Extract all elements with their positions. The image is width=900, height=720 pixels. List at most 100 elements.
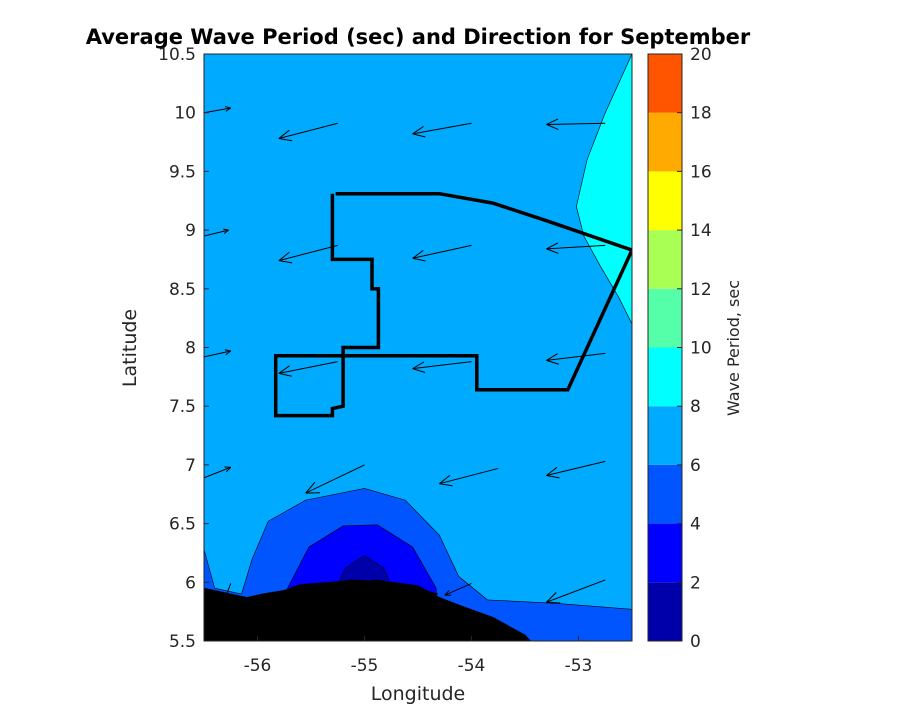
y-tick-label: 9.5 [169, 162, 196, 182]
y-axis-label: Latitude [119, 309, 141, 387]
arrow-shaft [546, 579, 606, 603]
y-tick-label: 9 [185, 221, 196, 241]
plot-area [204, 54, 632, 641]
arrow-head-1 [546, 242, 559, 250]
colorbar-tick-label: 0 [690, 632, 701, 652]
direction-arrow-18 [444, 583, 472, 596]
chart-title: Average Wave Period (sec) and Direction … [86, 25, 751, 49]
direction-arrow-7 [546, 242, 606, 254]
x-axis-label: Longitude [371, 683, 466, 705]
study-area-boundary [273, 191, 632, 418]
y-tick-label: 8.5 [169, 280, 196, 300]
colorbar-tick-label: 6 [690, 456, 701, 476]
x-tick-label: -55 [351, 656, 379, 676]
y-tick-label: 10 [174, 104, 196, 124]
colorbar-swatch-16-18 [648, 112, 682, 172]
arrow-head-1 [439, 474, 451, 485]
arrow-head-0 [412, 257, 426, 262]
arrow-shaft [278, 244, 338, 262]
colorbar-tick-label: 14 [690, 221, 712, 241]
colorbar-tick-label: 16 [690, 162, 712, 182]
y-tick-label: 5.5 [169, 632, 196, 652]
y-axis: 5.5 6 6.5 7 7.5 8 8.5 9 9.5 10 10.5 [158, 45, 209, 652]
arrow-head-0 [412, 368, 426, 373]
arrow-head-1 [278, 365, 290, 374]
x-axis: -56 -55 -54 -53 [244, 636, 592, 676]
direction-arrow-10 [412, 361, 472, 373]
arrow-head-0 [278, 260, 293, 264]
arrow-head-1 [546, 592, 557, 603]
arrow-head-1 [412, 250, 424, 259]
arrow-head-0 [412, 133, 426, 138]
arrow-head-0 [278, 138, 293, 142]
arrow-head-0 [224, 106, 231, 109]
arrow-head-0 [305, 593, 313, 597]
colorbar-swatch-10-12 [648, 288, 682, 348]
arrow-shaft [305, 464, 365, 494]
x-tick-label: -54 [458, 656, 486, 676]
arrow-head-1 [305, 589, 312, 595]
arrow-shaft [204, 350, 231, 358]
direction-arrow-15 [546, 460, 606, 479]
arrow-shaft [444, 583, 472, 596]
arrow-head-1 [412, 361, 425, 370]
arrow-head-0 [546, 123, 559, 130]
arrow-head-0 [224, 349, 231, 352]
y-tick-label: 6.5 [169, 515, 196, 535]
arrow-head-1 [278, 251, 290, 262]
colorbar-tick-label: 2 [690, 573, 701, 593]
arrow-head-0 [225, 593, 230, 598]
colorbar-tick-label: 18 [690, 104, 712, 124]
arrow-shaft [546, 460, 606, 476]
arrow-head-1 [305, 481, 316, 494]
y-tick-label: 8 [185, 339, 196, 359]
arrow-head-1 [225, 466, 232, 473]
arrow-head-1 [225, 350, 232, 356]
y-tick-label: 7.5 [169, 397, 196, 417]
colorbar: 0 2 4 6 8 10 12 14 16 18 20 [647, 45, 712, 652]
y-tick-label: 7 [185, 456, 196, 476]
direction-arrow-14 [439, 467, 499, 487]
colorbar-tick-label: 10 [690, 339, 712, 359]
colorbar-swatch-6-8 [648, 406, 682, 465]
arrow-head-0 [278, 372, 292, 377]
arrow-head-0 [439, 483, 453, 487]
direction-arrow-1 [278, 122, 338, 142]
direction-arrow-17 [305, 587, 338, 597]
arrow-shaft [412, 122, 472, 135]
y-tick-label: 10.5 [158, 45, 196, 65]
arrow-head-1 [546, 118, 559, 125]
arrow-head-0 [546, 248, 559, 254]
colorbar-swatch-8-10 [648, 347, 682, 407]
arrow-head-0 [223, 228, 229, 231]
arrow-shaft [546, 122, 606, 125]
direction-arrow-9 [278, 361, 338, 377]
direction-arrow-0 [204, 106, 232, 114]
colorbar-swatch-4-6 [648, 464, 682, 524]
colorbar-tick-label: 4 [690, 515, 701, 535]
arrow-shaft [439, 467, 499, 485]
arrow-head-1 [278, 129, 290, 139]
direction-arrow-4 [204, 228, 229, 237]
colorbar-label: Wave Period, sec [724, 280, 743, 416]
arrow-shaft [546, 244, 606, 250]
arrow-shaft [278, 122, 338, 140]
arrow-head-1 [444, 590, 450, 596]
arrow-head-1 [412, 126, 424, 135]
colorbar-tick-label: 12 [690, 280, 712, 300]
arrow-head-1 [225, 107, 232, 112]
colorbar-swatch-14-16 [648, 171, 682, 231]
colorbar-swatch-12-14 [648, 230, 682, 289]
arrow-shaft [204, 466, 231, 479]
x-tick-label: -56 [244, 656, 272, 676]
arrow-shaft [412, 244, 472, 259]
arrow-shaft [412, 361, 472, 370]
colorbar-swatch-18-20 [648, 54, 682, 113]
direction-arrow-6 [412, 244, 472, 262]
colorbar-swatch-0-2 [648, 582, 682, 641]
direction-arrow-2 [412, 122, 472, 138]
arrow-head-0 [546, 601, 561, 604]
arrow-shaft [278, 361, 338, 374]
direction-arrow-13 [305, 464, 365, 494]
